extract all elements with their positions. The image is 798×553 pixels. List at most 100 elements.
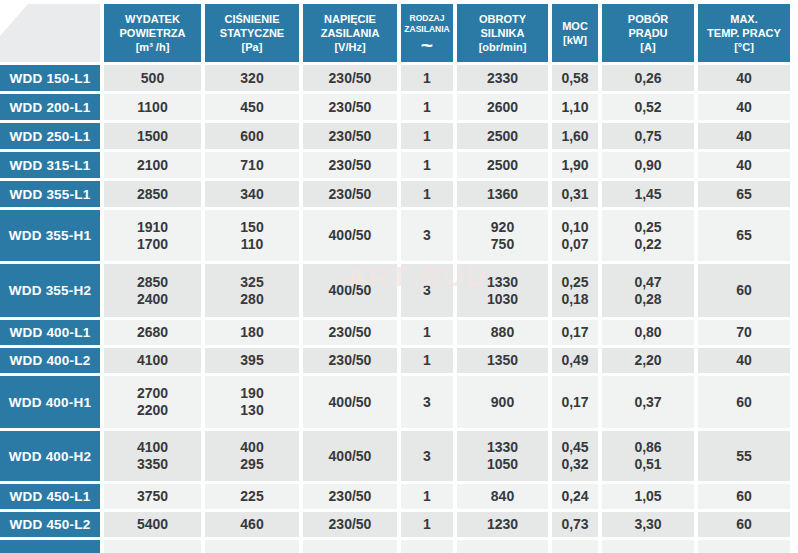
spec-value-cell: 3 bbox=[401, 264, 453, 317]
col-header-label: NAPIĘCIE ZASILANIA bbox=[321, 12, 380, 41]
col-header-label: MAX. TEMP. PRACY bbox=[707, 12, 781, 41]
spec-value-cell: 0,25 0,18 bbox=[552, 264, 598, 317]
spec-value-cell: 4100 bbox=[104, 348, 201, 373]
spec-value-cell: 230/50 bbox=[303, 65, 397, 91]
col-header-label: OBROTY SILNIKA bbox=[479, 12, 526, 41]
row-model-label: WDD 450-L2 bbox=[0, 512, 100, 537]
spec-value-cell: 500 bbox=[104, 65, 201, 91]
spec-value-cell: 0,75 bbox=[602, 123, 694, 149]
spec-value-cell: 1 bbox=[401, 65, 453, 91]
spec-value-cell: 230/50 bbox=[303, 94, 397, 120]
spec-value-cell: 1500 bbox=[104, 123, 201, 149]
spec-value-cell: 0,47 0,28 bbox=[602, 264, 694, 317]
spec-value-cell: 1,90 bbox=[552, 152, 598, 178]
spec-value-cell: 230/50 bbox=[303, 123, 397, 149]
col-header-unit: [V/Hz] bbox=[334, 40, 365, 54]
spec-value-cell: 1 bbox=[401, 348, 453, 373]
col-header-unit: [kW] bbox=[563, 33, 587, 47]
spec-value-cell bbox=[552, 540, 598, 553]
spec-value-cell: 1,05 bbox=[602, 484, 694, 509]
spec-value-cell: 1360 bbox=[457, 181, 548, 207]
spec-value-cell: 1,10 bbox=[552, 94, 598, 120]
spec-value-cell: 400 295 bbox=[205, 431, 299, 481]
spec-value-cell: 1 bbox=[401, 320, 453, 345]
spec-value-cell: 65 bbox=[698, 181, 790, 207]
col-header-moc: MOC [kW] bbox=[552, 4, 598, 62]
row-model-label: WDD 400-L2 bbox=[0, 348, 100, 373]
spec-value-cell: 0,80 bbox=[602, 320, 694, 345]
spec-value-cell: 225 bbox=[205, 484, 299, 509]
col-header-wydatek-powietrza: WYDATEK POWIETRZA [m³ /h] bbox=[104, 4, 201, 62]
col-header-unit: [°C] bbox=[734, 40, 754, 54]
phase-tilde-icon: ~ bbox=[421, 37, 433, 54]
spec-value-cell: 400/50 bbox=[303, 376, 397, 428]
spec-value-cell: 60 bbox=[698, 264, 790, 317]
spec-value-cell: 450 bbox=[205, 94, 299, 120]
spec-value-cell: 180 bbox=[205, 320, 299, 345]
col-header-cisnienie-statyczne: CIŚNIENIE STATYCZNE [Pa] bbox=[205, 4, 299, 62]
spec-value-cell: 710 bbox=[205, 152, 299, 178]
spec-value-cell: 0,10 0,07 bbox=[552, 210, 598, 261]
col-header-label: WYDATEK POWIETRZA bbox=[120, 12, 186, 41]
col-header-rodzaj-zasilania: RODZAJ ZASILANIA ~ bbox=[401, 4, 453, 62]
spec-value-cell: 4100 3350 bbox=[104, 431, 201, 481]
spec-value-cell: 70 bbox=[698, 320, 790, 345]
spec-value-cell: 40 bbox=[698, 65, 790, 91]
col-header-unit: [Pa] bbox=[242, 40, 263, 54]
spec-table-page: WYDATEK POWIETRZA [m³ /h] CIŚNIENIE STAT… bbox=[0, 0, 798, 553]
spec-value-cell: 3 bbox=[401, 376, 453, 428]
spec-value-cell: 40 bbox=[698, 348, 790, 373]
spec-value-cell: 840 bbox=[457, 484, 548, 509]
spec-value-cell: 40 bbox=[698, 94, 790, 120]
spec-value-cell: 2600 bbox=[457, 94, 548, 120]
spec-value-cell: 2500 bbox=[457, 123, 548, 149]
spec-value-cell: 1 bbox=[401, 484, 453, 509]
spec-value-cell: 55 bbox=[698, 431, 790, 481]
spec-value-cell: 340 bbox=[205, 181, 299, 207]
spec-value-cell: 1,60 bbox=[552, 123, 598, 149]
spec-value-cell: 400/50 bbox=[303, 431, 397, 481]
spec-value-cell: 40 bbox=[698, 123, 790, 149]
col-header-napiecie-zasilania: NAPIĘCIE ZASILANIA [V/Hz] bbox=[303, 4, 397, 62]
spec-value-cell: 0,17 bbox=[552, 320, 598, 345]
spec-value-cell: 0,58 bbox=[552, 65, 598, 91]
col-header-label: POBÓR PRĄDU bbox=[628, 12, 668, 41]
row-model-label: WDD 200-L1 bbox=[0, 94, 100, 120]
spec-value-cell: 1230 bbox=[457, 512, 548, 537]
spec-value-cell: 1 bbox=[401, 512, 453, 537]
row-model-label: WDD 450-L1 bbox=[0, 484, 100, 509]
spec-value-cell: 1 bbox=[401, 181, 453, 207]
spec-value-cell: 230/50 bbox=[303, 348, 397, 373]
spec-value-cell: 190 130 bbox=[205, 376, 299, 428]
spec-value-cell: 2850 2400 bbox=[104, 264, 201, 317]
corner-header-cell bbox=[0, 4, 100, 62]
spec-value-cell: 0,31 bbox=[552, 181, 598, 207]
spec-value-cell: 40 bbox=[698, 152, 790, 178]
spec-value-cell: 400/50 bbox=[303, 210, 397, 261]
spec-value-cell: 400/50 bbox=[303, 264, 397, 317]
spec-value-cell: 230/50 bbox=[303, 320, 397, 345]
spec-value-cell: 2680 bbox=[104, 320, 201, 345]
spec-value-cell bbox=[457, 540, 548, 553]
spec-value-cell: 3750 bbox=[104, 484, 201, 509]
spec-value-cell bbox=[602, 540, 694, 553]
spec-value-cell bbox=[698, 540, 790, 553]
spec-value-cell: 1330 1050 bbox=[457, 431, 548, 481]
spec-value-cell: 0,86 0,51 bbox=[602, 431, 694, 481]
spec-value-cell: 150 110 bbox=[205, 210, 299, 261]
row-model-label: WDD 355-H1 bbox=[0, 210, 100, 261]
row-model-label: WDD 400-H2 bbox=[0, 431, 100, 481]
spec-value-cell: 0,37 bbox=[602, 376, 694, 428]
spec-value-cell: 60 bbox=[698, 376, 790, 428]
row-model-label bbox=[0, 540, 100, 553]
spec-value-cell: 0,73 bbox=[552, 512, 598, 537]
spec-value-cell: 1330 1030 bbox=[457, 264, 548, 317]
spec-value-cell: 1 bbox=[401, 123, 453, 149]
spec-value-cell: 230/50 bbox=[303, 512, 397, 537]
spec-value-cell: 5400 bbox=[104, 512, 201, 537]
spec-value-cell: 1910 1700 bbox=[104, 210, 201, 261]
row-model-label: WDD 315-L1 bbox=[0, 152, 100, 178]
row-model-label: WDD 400-H1 bbox=[0, 376, 100, 428]
spec-value-cell: 3 bbox=[401, 210, 453, 261]
spec-value-cell: 325 280 bbox=[205, 264, 299, 317]
